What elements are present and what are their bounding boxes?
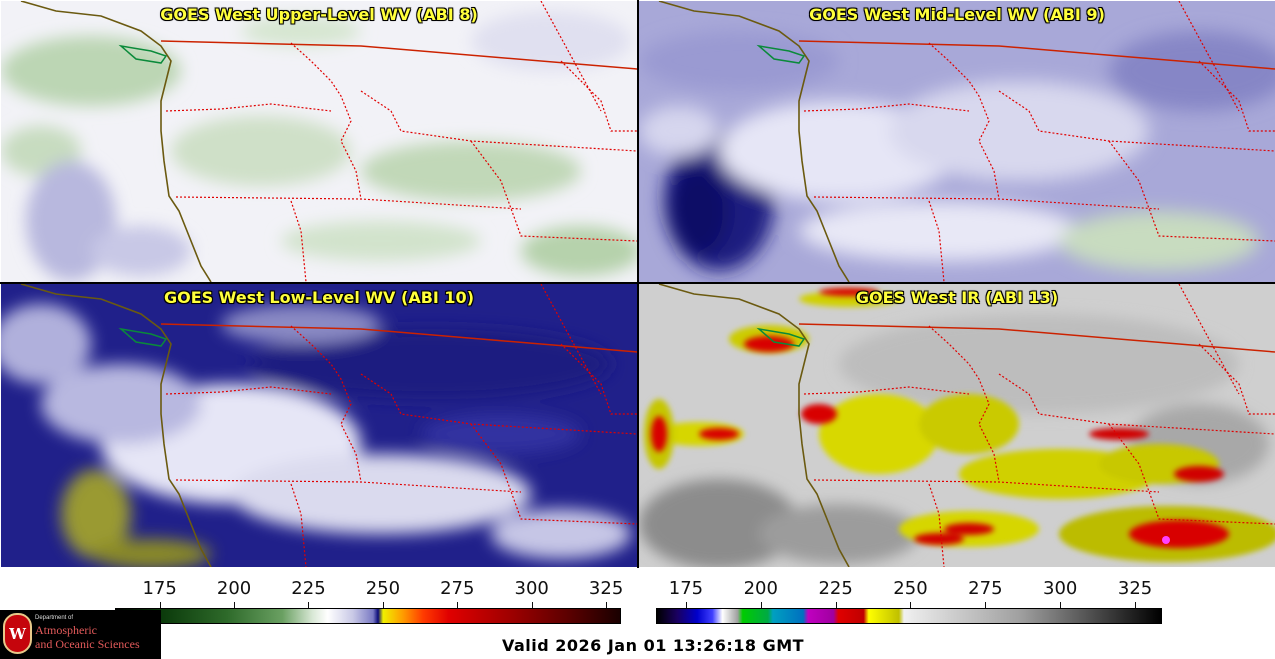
horizontal-divider [0, 282, 1275, 284]
colorbar-tick-label: 275 [968, 578, 1003, 599]
colorbar-tick-label: 175 [142, 578, 177, 599]
valid-time: Valid 2026 Jan 01 13:26:18 GMT [501, 636, 805, 655]
low-level-wv-panel: GOES West Low-Level WV (ABI 10) [1, 284, 637, 567]
colorbar-tick-mark [457, 602, 459, 608]
colorbar-tick-mark [835, 602, 837, 608]
colorbar-tick-mark [1060, 602, 1062, 608]
wv-colorbar-ticks: 175 200 225 250 275 300 325 [115, 568, 624, 608]
uw-seal-icon: W [3, 613, 32, 654]
colorbar-tick-label: 200 [743, 578, 778, 599]
ir-colorbar-gradient [656, 608, 1162, 624]
colorbar-tick-label: 225 [818, 578, 853, 599]
upper-level-wv-image [1, 1, 637, 282]
colorbar-tick-mark [606, 602, 608, 608]
colorbar-tick-mark [234, 602, 236, 608]
colorbar-tick-label: 300 [514, 578, 549, 599]
wv-colorbar-gradient [115, 608, 621, 624]
colorbar-tick-label: 325 [588, 578, 624, 599]
ir-colorbar-ticks: 175 200 225 250 275 300 325 [656, 568, 1162, 608]
wv-colorbar: 175 200 225 250 275 300 325 [115, 568, 624, 628]
colorbar-tick-label: 200 [216, 578, 252, 599]
colorbar-tick-label: 250 [365, 578, 401, 599]
colorbar-tick-mark [1135, 602, 1137, 608]
mid-level-wv-image [639, 1, 1275, 282]
logo-line2: Atmospheric [35, 623, 97, 637]
colorbar-tick-label: 325 [1117, 578, 1153, 599]
ir-colorbar: 175 200 225 250 275 300 325 [656, 568, 1162, 628]
ir-image [639, 284, 1275, 567]
colorbar-tick-mark [382, 602, 384, 608]
colorbar-tick-label: 250 [893, 578, 928, 599]
colorbar-tick-mark [985, 602, 987, 608]
upper-level-wv-panel: GOES West Upper-Level WV (ABI 8) [1, 1, 637, 282]
colorbar-tick-label: 275 [440, 578, 475, 599]
colorbar-tick-label: 225 [291, 578, 326, 599]
colorbar-tick-mark [910, 602, 912, 608]
colorbar-tick-mark [308, 602, 310, 608]
vertical-divider [637, 0, 639, 568]
colorbar-tick-mark [760, 602, 762, 608]
colorbar-tick-mark [685, 602, 687, 608]
ir-panel: GOES West IR (ABI 13) [639, 284, 1275, 567]
panel-title-mid: GOES West Mid-Level WV (ABI 9) [809, 5, 1105, 24]
colorbar-tick-mark [159, 602, 161, 608]
aos-logo: W Department of Atmospheric and Oceanic … [0, 610, 161, 659]
logo-line1: Department of [35, 615, 74, 621]
logo-line3: and Oceanic Sciences [35, 637, 140, 651]
low-level-wv-image [1, 284, 637, 567]
colorbar-tick-label: 300 [1043, 578, 1078, 599]
panel-title-low: GOES West Low-Level WV (ABI 10) [163, 288, 474, 307]
panel-title-ir: GOES West IR (ABI 13) [855, 288, 1059, 307]
logo-letter: W [9, 625, 26, 643]
colorbar-tick-mark [531, 602, 533, 608]
panel-title-upper: GOES West Upper-Level WV (ABI 8) [160, 5, 478, 24]
colorbar-tick-label: 175 [668, 578, 704, 599]
mid-level-wv-panel: GOES West Mid-Level WV (ABI 9) [639, 1, 1275, 282]
